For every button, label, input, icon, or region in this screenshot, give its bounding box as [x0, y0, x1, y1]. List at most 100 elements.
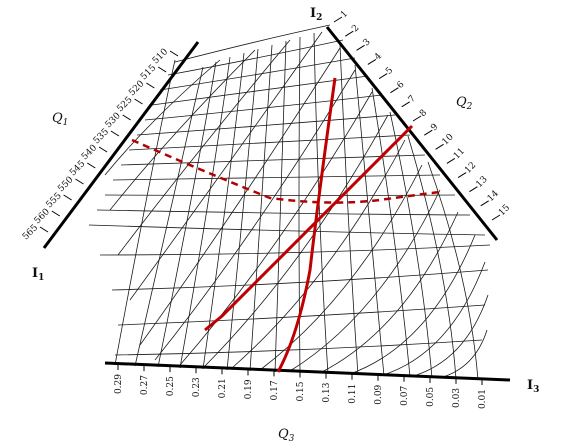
grid-line	[136, 114, 396, 136]
tick-label: 545	[68, 159, 87, 178]
grid-line	[114, 59, 176, 366]
grid-line	[167, 39, 344, 76]
tick-mark	[345, 30, 354, 37]
tick-mark	[51, 210, 61, 217]
tick-label: 525	[115, 95, 134, 114]
tick-mark	[146, 82, 155, 89]
tick-label: 540	[80, 143, 99, 162]
grid-line	[104, 59, 221, 176]
grid-line	[179, 91, 373, 366]
grid-line	[112, 174, 441, 181]
grid-line	[409, 294, 489, 378]
tick-mark	[122, 114, 131, 121]
tick-label: 8	[418, 108, 429, 119]
tick-mark	[469, 186, 478, 193]
grid-line	[339, 44, 359, 376]
tick-mark	[63, 194, 72, 201]
highlight-line-curve	[276, 77, 337, 373]
grid-line	[128, 134, 411, 151]
highlight-line-dashed	[131, 138, 441, 204]
axis-i1-label: I1	[32, 266, 44, 283]
scale-q1-label: Q1	[52, 111, 68, 128]
tick-mark	[457, 172, 467, 178]
tick-label: 560	[33, 207, 52, 226]
grid-line	[298, 36, 301, 374]
tick-label: 0.29	[114, 374, 124, 394]
grid-line	[289, 189, 441, 372]
grid-line	[354, 64, 385, 377]
grid-line	[249, 44, 273, 372]
axis-q3-line	[104, 361, 511, 382]
grid-line	[379, 261, 486, 377]
grid-line	[154, 69, 356, 361]
tick-label: 0.07	[400, 386, 410, 406]
tick-label: 0.19	[244, 379, 254, 399]
tick-label: 555	[45, 191, 64, 210]
scale-q3-label: Q3	[278, 427, 295, 444]
grid-line	[129, 31, 323, 301]
tick-label: 510	[151, 47, 170, 66]
tick-label: 6	[395, 80, 406, 91]
tick-label: 7	[407, 94, 418, 105]
axis-i3-label: I3	[527, 378, 539, 395]
grid-line	[259, 164, 423, 371]
grid-line	[439, 329, 488, 379]
tick-label: 535	[92, 127, 111, 146]
grid-line	[157, 61, 217, 368]
tick-label: 0.01	[478, 389, 488, 409]
grid-line	[389, 111, 433, 379]
tick-mark	[157, 66, 167, 73]
tick-mark	[446, 158, 456, 164]
tick-label: 1	[339, 9, 350, 20]
tick-label: 2	[350, 23, 361, 34]
highlight-lines	[131, 77, 441, 373]
grid-line	[88, 224, 486, 236]
scale-q3-ticks: 0.29 0.27 0.25 0.23 0.21 0.19 0.17 0.15 0.13 0.11…	[114, 364, 488, 409]
tick-label: 550	[56, 175, 75, 194]
tick-label: 0.05	[426, 387, 436, 407]
tick-mark	[98, 146, 108, 153]
axis-q1-line	[42, 41, 200, 249]
tick-label: 0.13	[322, 382, 332, 402]
tick-label: 3	[362, 37, 373, 48]
tick-mark	[39, 226, 49, 233]
tick-label: 0.09	[374, 384, 384, 404]
grid-line	[96, 209, 471, 216]
tick-label: 0.27	[140, 375, 150, 395]
grid-line	[349, 234, 476, 375]
grid-line	[179, 56, 231, 369]
grid-line	[407, 135, 457, 380]
tick-label: 0.21	[218, 378, 228, 398]
tick-mark	[424, 129, 433, 136]
grid-line	[371, 87, 411, 378]
tick-mark	[356, 44, 365, 51]
tick-mark	[401, 101, 410, 108]
grid-line	[144, 94, 383, 121]
grid-line	[104, 194, 456, 196]
grid-line	[174, 24, 331, 63]
tick-mark	[110, 130, 120, 137]
grid-line	[109, 49, 256, 211]
tick-mark	[412, 115, 422, 122]
grid-line	[111, 269, 489, 291]
tick-mark	[378, 73, 388, 79]
grid-line	[117, 39, 291, 256]
tick-mark	[480, 200, 489, 207]
grid-line	[99, 244, 491, 256]
tick-label: 0.15	[296, 381, 306, 401]
tick-label: 565	[21, 223, 40, 242]
tick-label: 520	[127, 79, 146, 98]
grid-line	[274, 40, 287, 373]
grid-line	[139, 47, 341, 346]
tick-label: 0.17	[270, 380, 280, 400]
grid-family-c	[104, 31, 489, 379]
tick-label: 530	[104, 111, 123, 130]
grid-line	[120, 154, 426, 166]
axis-lines	[42, 26, 511, 382]
tick-mark	[491, 214, 501, 221]
grid-line	[151, 75, 369, 106]
tick-mark	[87, 162, 96, 169]
tick-label: 5	[384, 65, 395, 76]
